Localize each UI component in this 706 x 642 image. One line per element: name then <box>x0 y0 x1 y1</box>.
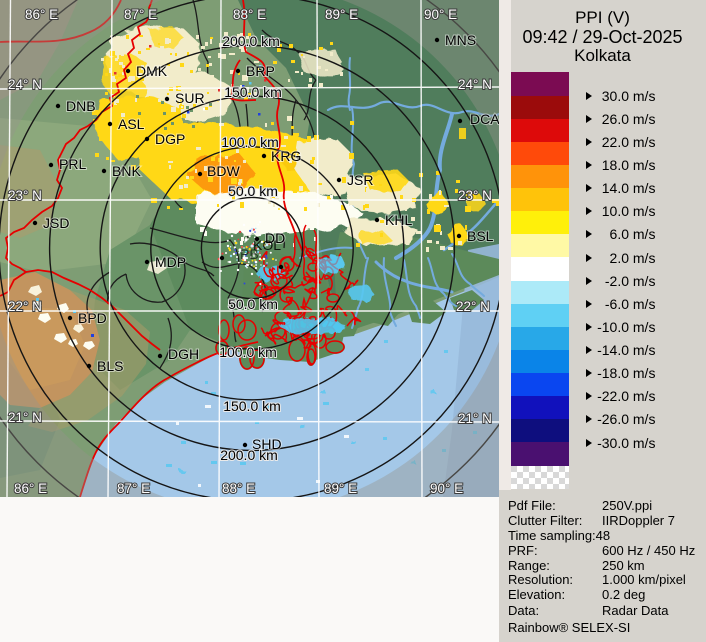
svg-text:23° N: 23° N <box>8 188 42 203</box>
svg-text:PRL: PRL <box>59 156 86 172</box>
svg-text:DD: DD <box>265 230 285 246</box>
svg-text:21° N: 21° N <box>8 410 42 425</box>
svg-text:KHL: KHL <box>385 212 412 228</box>
svg-text:DGH: DGH <box>168 346 199 362</box>
svg-text:DGP: DGP <box>155 131 185 147</box>
svg-text:BNK: BNK <box>112 163 141 179</box>
svg-text:MDP: MDP <box>155 254 186 270</box>
svg-text:89° E: 89° E <box>324 481 357 496</box>
svg-text:21° N: 21° N <box>458 411 492 426</box>
svg-text:BSL: BSL <box>467 228 494 244</box>
svg-text:90° E: 90° E <box>430 481 463 496</box>
svg-text:50.0 km: 50.0 km <box>228 296 278 312</box>
svg-text:BPD: BPD <box>78 310 107 326</box>
svg-text:90° E: 90° E <box>424 7 457 22</box>
svg-text:150.0 km: 150.0 km <box>224 84 282 100</box>
svg-text:KRG: KRG <box>271 148 301 164</box>
svg-text:BLS: BLS <box>97 358 123 374</box>
svg-text:JSR: JSR <box>347 172 373 188</box>
svg-text:50.0 km: 50.0 km <box>228 183 278 199</box>
svg-text:89° E: 89° E <box>325 7 358 22</box>
svg-text:88° E: 88° E <box>222 481 255 496</box>
svg-text:22° N: 22° N <box>456 299 490 314</box>
svg-text:24° N: 24° N <box>458 77 492 92</box>
svg-text:BRP: BRP <box>246 63 275 79</box>
svg-text:KOL: KOL <box>253 237 281 253</box>
svg-text:87° E: 87° E <box>117 481 150 496</box>
svg-text:JSD: JSD <box>43 215 69 231</box>
svg-text:BDW: BDW <box>207 163 240 179</box>
svg-text:88° E: 88° E <box>233 7 266 22</box>
svg-text:22° N: 22° N <box>8 299 42 314</box>
svg-text:DNB: DNB <box>66 98 96 114</box>
svg-text:ASL: ASL <box>118 116 145 132</box>
svg-text:200.0 km: 200.0 km <box>222 33 280 49</box>
svg-text:SUR: SUR <box>175 90 205 106</box>
svg-text:DMK: DMK <box>136 63 168 79</box>
svg-text:PB: PB <box>240 246 259 262</box>
svg-text:DCA: DCA <box>470 111 499 127</box>
svg-text:87° E: 87° E <box>124 7 157 22</box>
svg-text:100.0 km: 100.0 km <box>219 344 277 360</box>
svg-text:86° E: 86° E <box>14 481 47 496</box>
svg-text:150.0 km: 150.0 km <box>223 398 281 414</box>
svg-text:MNS: MNS <box>445 32 476 48</box>
svg-text:24° N: 24° N <box>8 77 42 92</box>
svg-text:23° N: 23° N <box>458 188 492 203</box>
svg-text:SHD: SHD <box>252 436 282 452</box>
svg-text:86° E: 86° E <box>25 7 58 22</box>
svg-text:100.0 km: 100.0 km <box>221 134 279 150</box>
svg-text:200.0 km: 200.0 km <box>220 447 278 463</box>
